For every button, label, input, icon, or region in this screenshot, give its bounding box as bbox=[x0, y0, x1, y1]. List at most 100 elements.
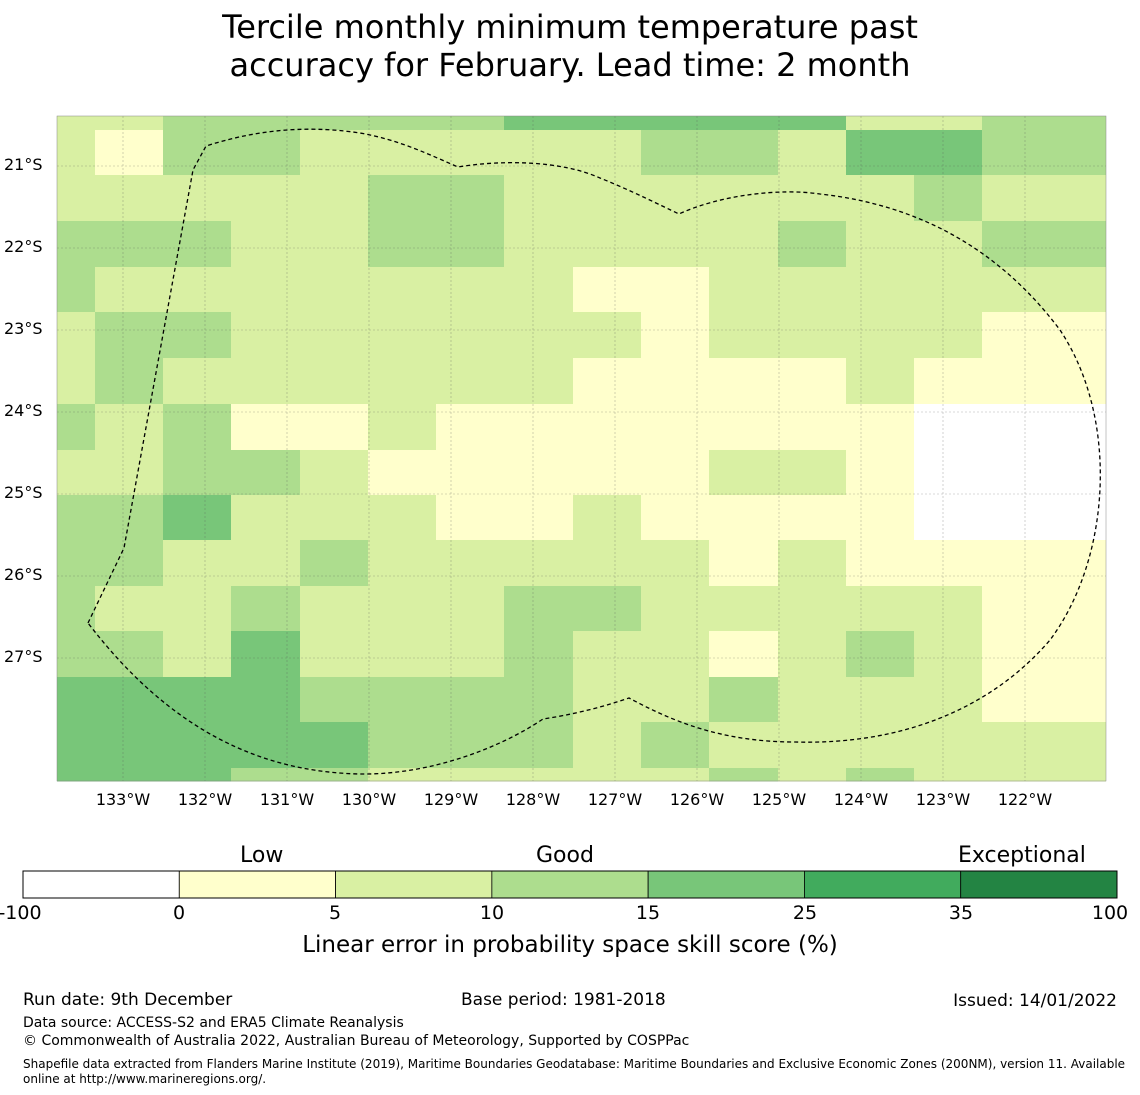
map-cell bbox=[573, 768, 642, 782]
map-cell bbox=[95, 267, 164, 313]
map-cell bbox=[778, 175, 847, 222]
map-cell bbox=[504, 221, 574, 268]
map-cell bbox=[231, 631, 301, 678]
map-cell bbox=[163, 722, 232, 769]
colorbar-segment bbox=[804, 870, 962, 899]
map-cell bbox=[368, 175, 437, 222]
map-cell bbox=[982, 495, 1051, 541]
lon-label: 122°W bbox=[997, 790, 1053, 809]
lon-label: 131°W bbox=[259, 790, 315, 809]
map-cell bbox=[436, 722, 505, 769]
map-cell bbox=[504, 358, 574, 405]
map-cell bbox=[436, 631, 505, 678]
map-cell bbox=[846, 267, 915, 313]
map-cell bbox=[504, 631, 574, 678]
map-cell bbox=[914, 677, 983, 723]
shapefile-credit-2: online at http://www.marineregions.org/. bbox=[23, 1072, 267, 1086]
lon-label: 125°W bbox=[751, 790, 807, 809]
map-cell bbox=[641, 722, 710, 769]
map-cell bbox=[231, 677, 301, 723]
map-cell bbox=[778, 677, 847, 723]
map-cell bbox=[368, 130, 437, 176]
map-cell bbox=[504, 116, 574, 131]
map-cell bbox=[778, 221, 847, 268]
map-cell bbox=[914, 221, 983, 268]
map-cell bbox=[368, 358, 437, 405]
map-cell bbox=[778, 404, 847, 451]
map-cell bbox=[300, 175, 369, 222]
map-cell bbox=[1050, 116, 1106, 131]
colorbar-segment bbox=[335, 870, 493, 899]
lat-label: 22°S bbox=[4, 237, 43, 256]
map-cell bbox=[573, 450, 642, 496]
map-cell bbox=[641, 130, 710, 176]
map-cell bbox=[368, 495, 437, 541]
map-cell bbox=[1050, 631, 1106, 678]
map-cell bbox=[504, 722, 574, 769]
map-cell bbox=[641, 221, 710, 268]
map-cell bbox=[300, 358, 369, 405]
map-cell bbox=[982, 677, 1051, 723]
map-cell bbox=[914, 768, 983, 782]
map-cell bbox=[368, 677, 437, 723]
map-cell bbox=[982, 116, 1051, 131]
map-cell bbox=[709, 116, 779, 131]
map-cell bbox=[641, 267, 710, 313]
map-cell bbox=[231, 540, 301, 587]
map-cell bbox=[300, 404, 369, 451]
map-cell bbox=[641, 175, 710, 222]
map-cell bbox=[573, 116, 642, 131]
map-cell bbox=[57, 358, 96, 405]
map-cell bbox=[163, 450, 232, 496]
map-cell bbox=[95, 312, 164, 359]
lat-label: 21°S bbox=[4, 155, 43, 174]
map-cell bbox=[982, 221, 1051, 268]
colorbar-frame bbox=[22, 870, 1118, 899]
map-cell bbox=[641, 495, 710, 541]
map-cell bbox=[573, 495, 642, 541]
map-cell bbox=[436, 450, 505, 496]
map-cell bbox=[95, 130, 164, 176]
map-cell bbox=[914, 450, 983, 496]
map-cell bbox=[778, 358, 847, 405]
map-cell bbox=[1050, 540, 1106, 587]
map-cell bbox=[95, 116, 164, 131]
map-cell bbox=[914, 267, 983, 313]
map-cells bbox=[57, 116, 1106, 782]
map-cell bbox=[709, 677, 779, 723]
lon-label: 133°W bbox=[95, 790, 151, 809]
colorbar-segment bbox=[491, 870, 649, 899]
map-cell bbox=[368, 631, 437, 678]
lon-label: 127°W bbox=[587, 790, 643, 809]
map-cell bbox=[368, 586, 437, 632]
colorbar-tick: -100 bbox=[0, 902, 42, 924]
map-cell bbox=[778, 768, 847, 782]
map-cell bbox=[300, 130, 369, 176]
map-cell bbox=[846, 116, 915, 131]
lat-label: 24°S bbox=[4, 401, 43, 420]
map-cell bbox=[504, 768, 574, 782]
run-date: Run date: 9th December bbox=[23, 990, 233, 1010]
map-cell bbox=[778, 495, 847, 541]
map-cell bbox=[300, 312, 369, 359]
map-cell bbox=[846, 358, 915, 405]
map-cell bbox=[163, 631, 232, 678]
map-cell bbox=[982, 631, 1051, 678]
map-cell bbox=[163, 116, 232, 131]
map-cell bbox=[914, 495, 983, 541]
map-cell bbox=[231, 495, 301, 541]
lat-label: 26°S bbox=[4, 565, 43, 584]
lon-label: 128°W bbox=[505, 790, 561, 809]
map-cell bbox=[1050, 267, 1106, 313]
map-cell bbox=[368, 404, 437, 451]
map-cell bbox=[573, 722, 642, 769]
map-cell bbox=[163, 358, 232, 405]
map-cell bbox=[641, 358, 710, 405]
map-cell bbox=[163, 404, 232, 451]
colorbar-word-good: Good bbox=[536, 843, 594, 868]
map-cell bbox=[846, 677, 915, 723]
map-cell bbox=[368, 116, 437, 131]
lon-label: 124°W bbox=[833, 790, 889, 809]
map-cell bbox=[914, 540, 983, 587]
map-cell bbox=[368, 221, 437, 268]
